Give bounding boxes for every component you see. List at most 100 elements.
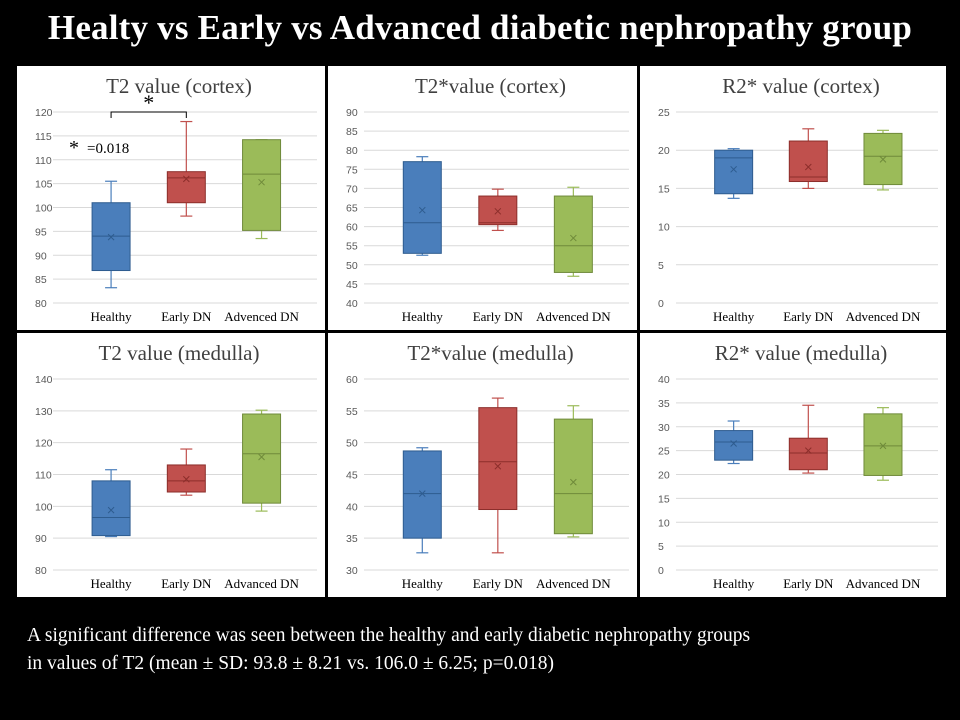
significance-star: * [143, 90, 154, 115]
chart-svg: T2*value (medulla) 30 35 40 45 50 55 60 Healthy E… [346, 341, 629, 591]
mean-marker [804, 163, 812, 171]
category-label: Advanced DN [224, 576, 299, 591]
chart-title: T2*value (cortex) [415, 74, 566, 98]
mean-marker [730, 440, 737, 447]
y-tick-label: 10 [658, 222, 670, 234]
chart-r2star-cortex: R2* value (cortex) 0 5 10 15 20 25 Healthy Early… [640, 66, 946, 330]
chart-t2-medulla: T2 value (medulla) 80 90 100 110 120 130 140 Hea… [17, 333, 325, 597]
chart-title: T2 value (cortex) [106, 74, 252, 98]
y-tick-label: 40 [346, 298, 358, 310]
y-tick-label: 35 [658, 398, 670, 410]
box-iqr [91, 480, 131, 537]
category-label: Healthy [91, 576, 133, 591]
y-tick-label: 40 [346, 501, 358, 513]
category-label: Healthy [402, 576, 444, 591]
y-tick-label: 15 [658, 183, 670, 195]
y-tick-label: 45 [346, 279, 358, 291]
y-tick-label: 75 [346, 164, 358, 176]
y-tick-label: 80 [35, 298, 47, 310]
box-healthy [714, 420, 754, 465]
box-early-dn [478, 397, 518, 554]
box-advanced-dn [242, 139, 282, 240]
box-early-dn [788, 404, 828, 474]
mean-marker [182, 475, 190, 483]
box-iqr [478, 407, 518, 511]
chart-t2star-cortex: T2*value (cortex) 40 45 50 55 60 65 70 75 80 85 90 H… [328, 66, 637, 330]
category-label: Early DN [161, 309, 212, 324]
box-early-dn [166, 120, 206, 217]
chart-title: R2* value (medulla) [715, 341, 888, 365]
y-tick-label: 110 [35, 470, 52, 482]
y-tick-label: 85 [346, 126, 358, 138]
box-advanced-dn [863, 129, 903, 191]
chart-svg: R2* value (cortex) 0 5 10 15 20 25 Healthy Early… [658, 74, 938, 324]
mean-marker [569, 478, 577, 486]
legend-star: * [69, 137, 79, 159]
y-tick-label: 70 [346, 183, 358, 195]
chart-svg: T2 value (cortex) 80 85 90 95 100 105 110 115 120… [35, 74, 317, 324]
y-tick-label: 50 [346, 438, 358, 450]
box-healthy [714, 148, 754, 199]
box-advanced-dn [863, 407, 903, 481]
y-tick-label: 90 [35, 533, 47, 545]
chart-title: T2*value (medulla) [407, 341, 573, 365]
y-tick-label: 60 [346, 374, 358, 386]
mean-marker [879, 156, 887, 163]
y-tick-label: 130 [35, 406, 53, 418]
y-tick-label: 35 [346, 533, 358, 545]
box-iqr [553, 418, 593, 535]
chart-t2star-medulla: T2*value (medulla) 30 35 40 45 50 55 60 Healthy E… [328, 333, 637, 597]
mean-marker [418, 490, 426, 497]
y-tick-label: 15 [658, 493, 670, 505]
box-advanced-dn [242, 409, 282, 512]
category-label: Advanced DN [846, 576, 921, 591]
mean-marker [182, 175, 190, 183]
chart-r2star-medulla: R2* value (medulla) 0 5 10 15 20 25 30 35 40 Healt… [640, 333, 946, 597]
box-advanced-dn [553, 186, 593, 277]
category-label: Early DN [473, 309, 524, 324]
mean-marker [804, 447, 812, 454]
box-advanced-dn [553, 405, 593, 538]
slide-title: Healty vs Early vs Advanced diabetic nep… [47, 8, 913, 47]
y-tick-label: 100 [35, 203, 53, 215]
y-tick-label: 20 [658, 470, 670, 482]
y-tick-label: 40 [658, 374, 670, 386]
category-label: Advenced DN [536, 309, 611, 324]
category-label: Advenced DN [536, 576, 611, 591]
y-tick-label: 115 [35, 131, 52, 143]
category-label: Healthy [713, 576, 755, 591]
box-iqr [402, 161, 442, 254]
y-tick-label: 5 [658, 541, 664, 553]
mean-marker [494, 207, 502, 215]
y-tick-label: 140 [35, 374, 53, 386]
y-tick-label: 95 [35, 226, 47, 238]
y-tick-label: 60 [346, 222, 358, 234]
y-tick-label: 100 [35, 501, 53, 513]
box-early-dn [478, 188, 518, 232]
chart-svg: R2* value (medulla) 0 5 10 15 20 25 30 35 40 Healt… [658, 341, 938, 591]
y-tick-label: 90 [346, 107, 358, 119]
y-tick-label: 0 [658, 298, 664, 310]
box-early-dn [166, 448, 206, 496]
y-tick-label: 105 [35, 179, 53, 191]
box-iqr [242, 413, 282, 504]
caption: A significant difference was seen betwee… [27, 622, 947, 678]
box-early-dn [788, 128, 828, 190]
box-healthy [91, 469, 131, 538]
box-healthy [402, 156, 442, 256]
category-label: Healthy [713, 309, 755, 324]
y-tick-label: 120 [35, 107, 53, 119]
chart-title: T2 value (medulla) [99, 341, 260, 365]
box-iqr [714, 430, 754, 461]
chart-svg: T2*value (cortex) 40 45 50 55 60 65 70 75 80 85 90 H… [346, 74, 629, 324]
box-iqr [553, 195, 593, 273]
category-label: Early DN [783, 576, 834, 591]
mean-marker [258, 453, 265, 461]
box-iqr [788, 437, 828, 471]
category-label: Advenced DN [224, 309, 299, 324]
category-label: Early DN [161, 576, 212, 591]
p-value-label: =0.018 [87, 141, 129, 157]
caption-line-1: A significant difference was seen betwee… [27, 625, 751, 646]
y-tick-label: 30 [658, 422, 670, 434]
chart-t2-cortex: T2 value (cortex) 80 85 90 95 100 105 110 115 120… [17, 66, 325, 330]
